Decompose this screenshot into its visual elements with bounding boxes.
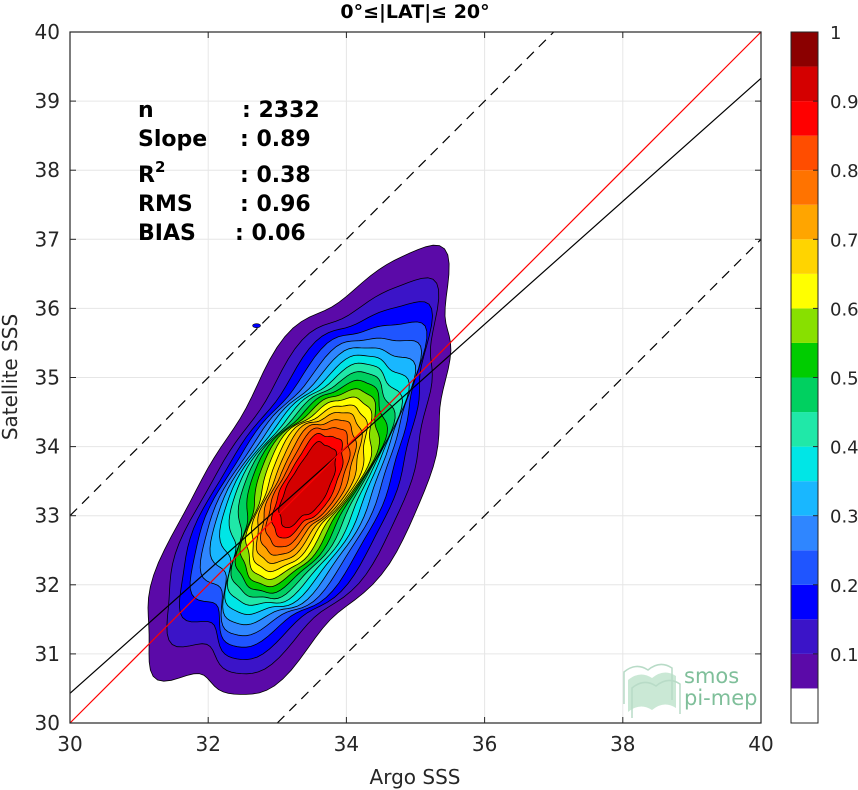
logo-line-2: pi-mep [684, 686, 757, 710]
stat-label-text: BIAS [138, 221, 196, 246]
colorbar-tick-label: 0.9 [830, 92, 858, 113]
colorbar-tick-label: 0.3 [830, 507, 858, 528]
colorbar-tick-label: 0.5 [830, 369, 858, 390]
y-tick-label: 39 [35, 89, 60, 113]
colorbar-segment [791, 170, 818, 205]
logo-line-1: smos [684, 664, 739, 688]
y-axis-title: Satellite SSS [0, 314, 22, 440]
colorbar-tick-label: 0.4 [830, 438, 858, 459]
stat-label-text: R [138, 163, 155, 188]
y-tick-label: 31 [35, 642, 60, 666]
colorbar-segment [791, 135, 818, 171]
colorbar-segment [791, 239, 818, 274]
regression-line [69, 77, 762, 694]
stat-label: RMS [138, 192, 193, 217]
colorbar-segment [791, 342, 818, 378]
colorbar-segment [791, 32, 818, 67]
stat-label-text: RMS [138, 192, 193, 217]
stat-label: n [138, 98, 154, 123]
lower-offset-line [276, 238, 762, 724]
colorbar-segment [791, 308, 818, 343]
colorbar-tick-label: 0.8 [830, 161, 858, 182]
stat-value: : 2332 [242, 98, 320, 123]
y-tick-label: 38 [35, 158, 60, 182]
stat-value: : 0.38 [240, 163, 311, 188]
y-tick-label: 37 [35, 227, 60, 251]
colorbar-segment [791, 619, 818, 654]
colorbar-tick-label: 0.6 [830, 299, 858, 320]
one-to-one-line [69, 31, 762, 724]
reference-lines [69, 31, 762, 724]
statistics-box: n : 2332 Slope : 0.89 R2 : 0.38 RMS : 0.96 BIAS:… [138, 98, 320, 246]
colorbar-tick-label: 0.2 [830, 576, 858, 597]
stat-label-text: n [138, 98, 154, 123]
stat-value: : 0.89 [240, 127, 311, 152]
y-tick-label: 35 [35, 366, 60, 390]
colorbar-segment [791, 377, 818, 413]
colorbar-segment [791, 584, 818, 620]
colorbar-segment [791, 204, 818, 240]
stat-value: : 0.96 [240, 192, 311, 217]
smos-pi-mep-logo: smos pi-mep [623, 663, 757, 718]
x-tick-label: 38 [610, 732, 635, 756]
colorbar-tick-label: 0.7 [830, 230, 858, 251]
x-tick-label: 34 [334, 732, 359, 756]
colorbar-tick-label: 0.1 [830, 645, 858, 666]
x-tick-label: 40 [748, 732, 773, 756]
x-axis-title: Argo SSS [370, 765, 461, 789]
colorbar-segment [791, 446, 818, 482]
stat-label-text: Slope [138, 127, 207, 152]
density-contour-outlier [252, 323, 261, 328]
colorbar: 0.1 0.2 0.3 0.4 0.5 0.6 0.7 0.8 0.9 1 [790, 23, 858, 724]
colorbar-segment [791, 653, 818, 689]
axis-ticks: 30 32 34 36 38 40 30 31 32 33 34 35 36 37 38 39 40 [35, 20, 774, 756]
x-tick-label: 36 [472, 732, 497, 756]
x-tick-label: 32 [195, 732, 220, 756]
y-tick-label: 32 [35, 573, 60, 597]
stat-label-superscript: 2 [155, 158, 165, 176]
chart-title: 0°≤|LAT|≤ 20° [340, 1, 489, 23]
colorbar-segment [791, 688, 818, 723]
y-tick-label: 36 [35, 296, 60, 320]
density-contours [147, 244, 452, 695]
stat-label: BIAS [138, 221, 196, 246]
colorbar-segment [791, 101, 818, 136]
colorbar-tick-label: 1 [830, 23, 841, 44]
upper-offset-line [69, 31, 555, 517]
y-tick-label: 34 [35, 435, 60, 459]
x-tick-label: 30 [57, 732, 82, 756]
stat-label: R2 [138, 158, 165, 188]
density-contour [278, 441, 337, 528]
y-tick-label: 30 [35, 711, 60, 735]
colorbar-segment [791, 550, 818, 585]
y-tick-label: 40 [35, 20, 60, 44]
stat-value: : 0.06 [235, 221, 306, 246]
colorbar-segment [791, 66, 818, 102]
colorbar-segment [791, 412, 818, 447]
colorbar-segment [791, 481, 818, 516]
stat-label: Slope [138, 127, 207, 152]
y-tick-label: 33 [35, 504, 60, 528]
colorbar-segment [791, 515, 818, 551]
colorbar-segment [791, 273, 818, 309]
